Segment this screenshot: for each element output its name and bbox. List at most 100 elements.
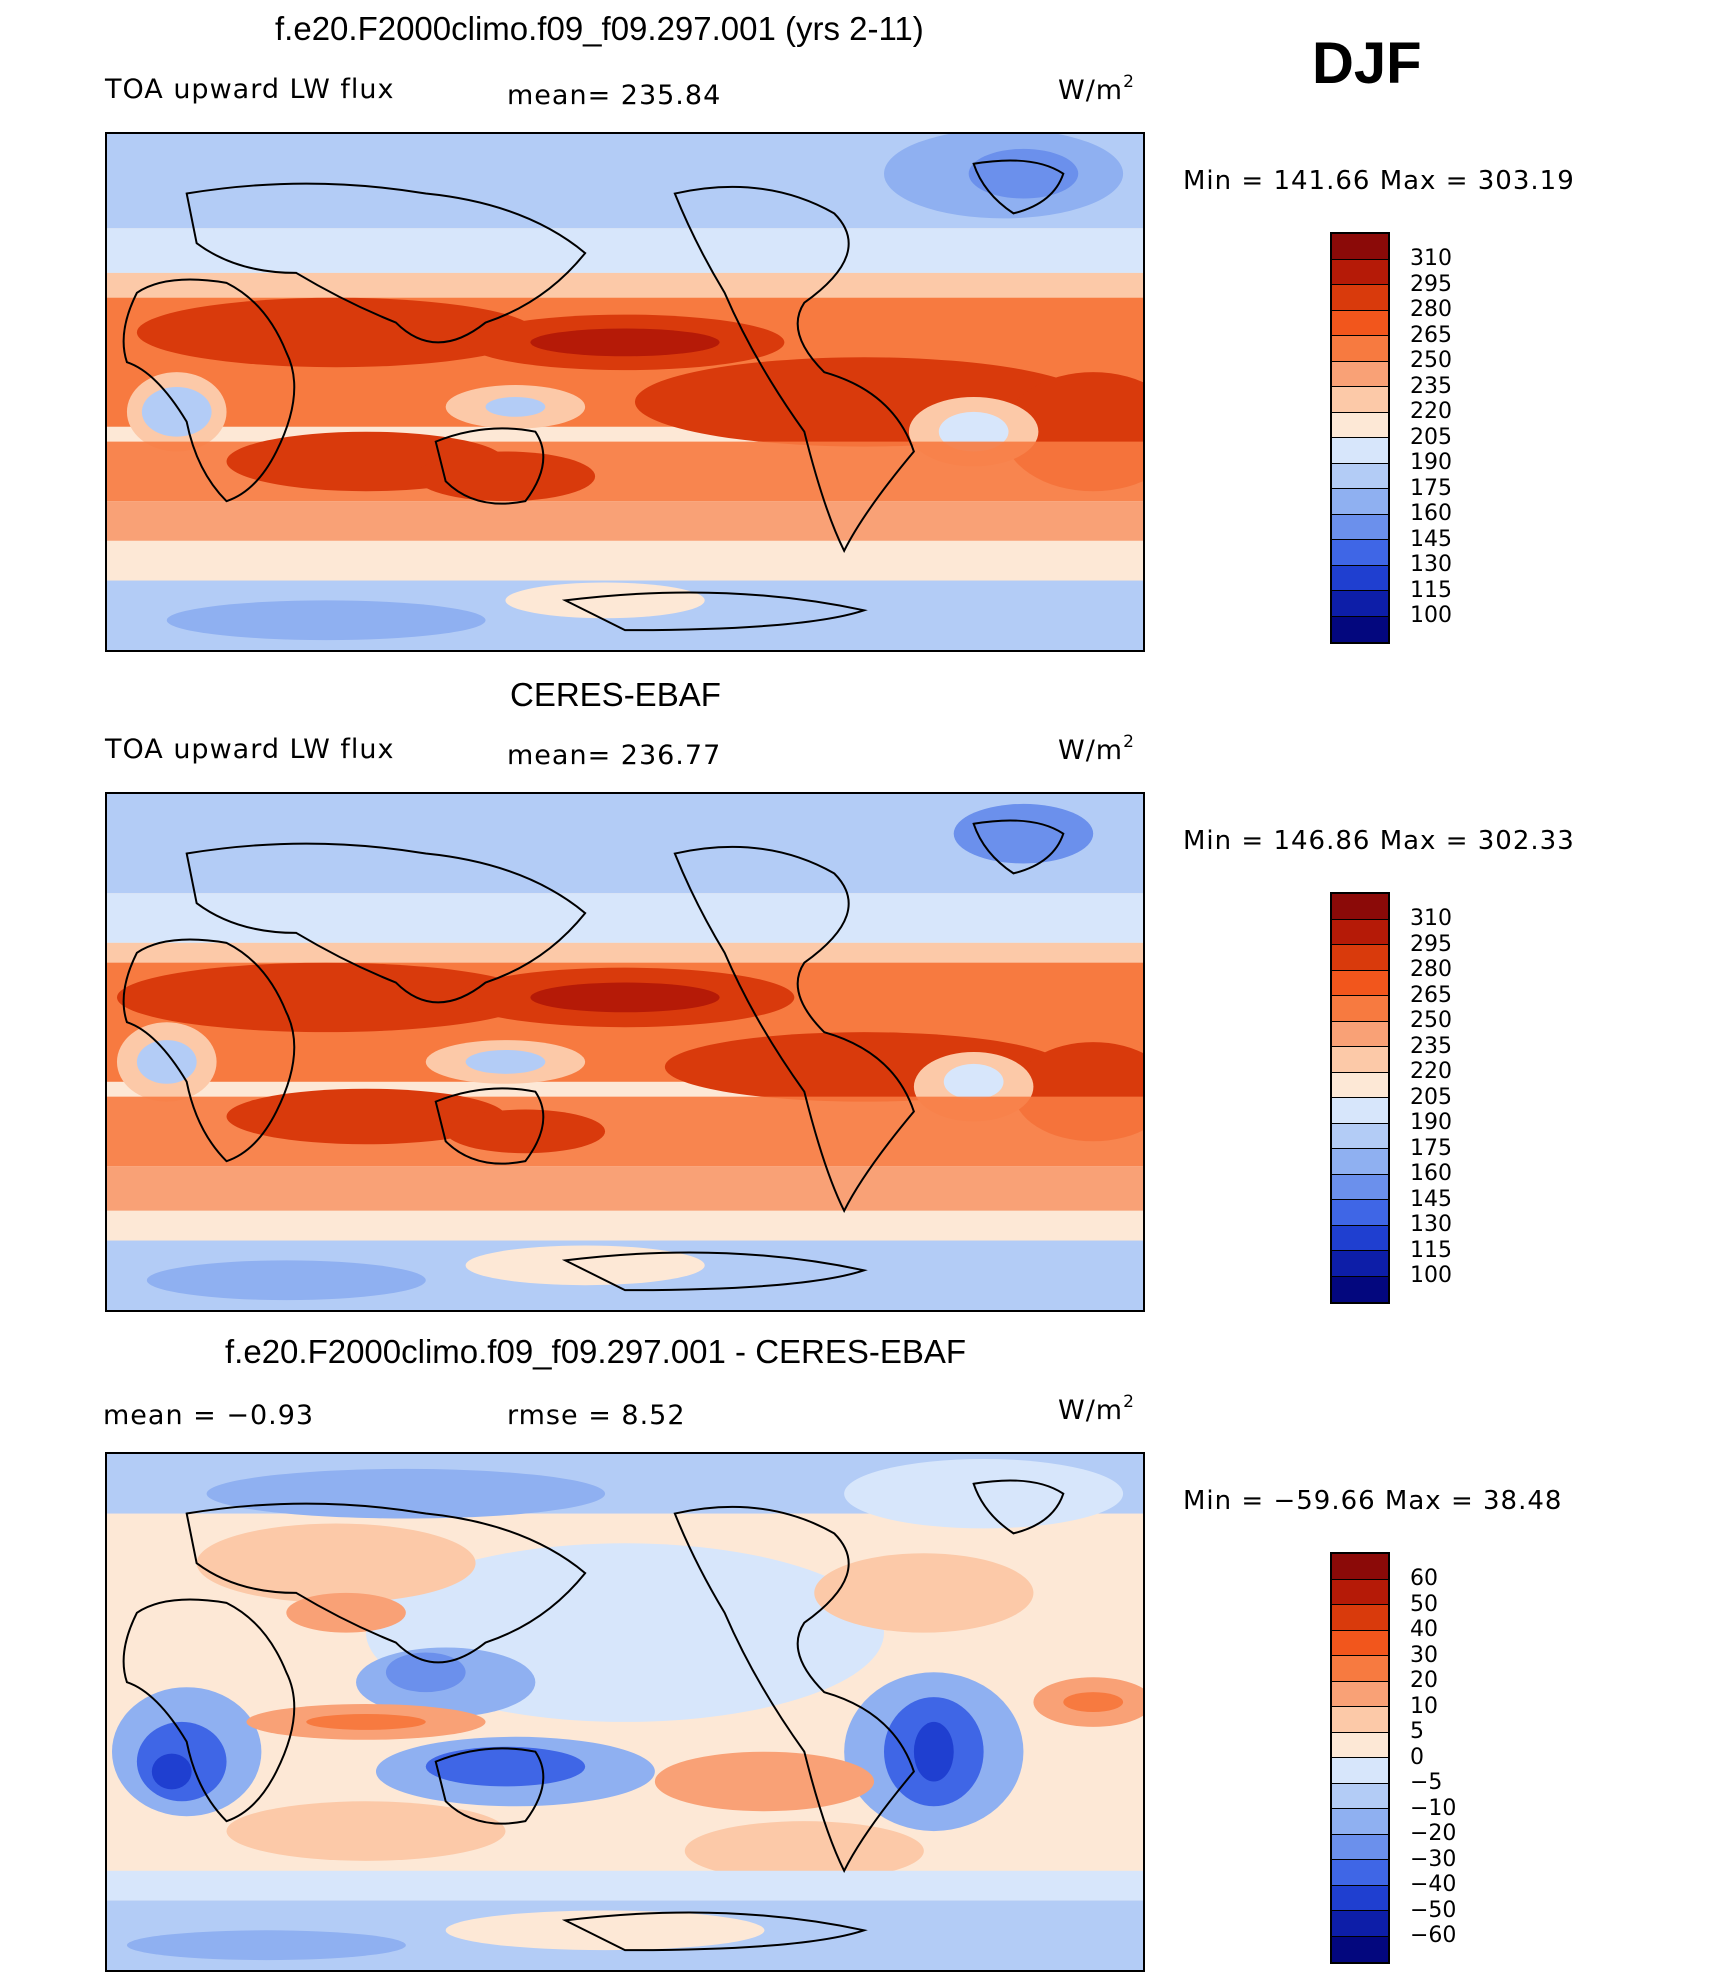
colorbar-swatch — [1332, 438, 1388, 464]
panel-1-mean-label: mean= 235.84 — [507, 80, 722, 111]
colorbar-tick: 175 — [1410, 1135, 1452, 1161]
colorbar-swatch — [1332, 1630, 1388, 1656]
colorbar-swatch — [1332, 540, 1388, 566]
colorbar-swatch — [1332, 1554, 1388, 1580]
colorbar-swatch — [1332, 310, 1388, 336]
colorbar-swatch — [1332, 387, 1388, 413]
panel-2-minmax: Min = 146.86 Max = 302.33 — [1183, 826, 1575, 856]
panel-2-map — [105, 792, 1145, 1312]
colorbar-swatch — [1332, 894, 1388, 920]
colorbar-tick: 100 — [1410, 603, 1452, 628]
colorbar-tick: 60 — [1410, 1566, 1438, 1591]
panel-2-mean-label: mean= 236.77 — [507, 740, 722, 771]
colorbar-tick: 130 — [1410, 552, 1452, 577]
panel-1-units: W/m2 — [1058, 72, 1135, 106]
panel-3-map-field — [107, 1454, 1143, 1970]
colorbar-tick: −30 — [1410, 1846, 1457, 1872]
colorbar-tick: 145 — [1410, 526, 1452, 552]
colorbar-swatch — [1332, 1579, 1388, 1605]
colorbar-tick: 190 — [1410, 1110, 1452, 1135]
colorbar-swatch — [1332, 1605, 1388, 1631]
colorbar-tick: 130 — [1410, 1212, 1452, 1237]
colorbar-tick: 205 — [1410, 424, 1452, 450]
colorbar-swatch — [1332, 489, 1388, 515]
colorbar-swatch — [1332, 1911, 1388, 1937]
colorbar-tick: 175 — [1410, 475, 1452, 501]
colorbar-swatch — [1332, 1936, 1388, 1962]
panel-1-title: f.e20.F2000climo.f09_f09.297.001 (yrs 2-… — [275, 10, 924, 47]
panel-1-map — [105, 132, 1145, 652]
panel-2-units: W/m2 — [1058, 732, 1135, 766]
panel-3-rmse-label: rmse = 8.52 — [507, 1400, 686, 1431]
colorbar-tick: 145 — [1410, 1186, 1452, 1212]
colorbar-swatch — [1332, 1123, 1388, 1149]
colorbar-swatch — [1332, 1149, 1388, 1175]
colorbar-swatch — [1332, 1047, 1388, 1073]
panel-1-variable-label: TOA upward LW flux — [105, 74, 395, 105]
colorbar-tick: 10 — [1410, 1693, 1438, 1719]
season-label: DJF — [1312, 31, 1422, 96]
colorbar-tick: 280 — [1410, 957, 1452, 982]
panel-3-mean-label: mean = −0.93 — [103, 1400, 315, 1431]
colorbar-swatch — [1332, 336, 1388, 362]
colorbar-swatch — [1332, 1707, 1388, 1733]
colorbar-tick: 40 — [1410, 1617, 1438, 1642]
colorbar-tick: 30 — [1410, 1642, 1438, 1668]
colorbar-tick: 265 — [1410, 982, 1452, 1008]
colorbar-tick: −40 — [1410, 1872, 1457, 1897]
panel-3-minmax: Min = −59.66 Max = 38.48 — [1183, 1486, 1563, 1516]
colorbar-tick: 115 — [1410, 577, 1452, 603]
panel-3-units: W/m2 — [1058, 1392, 1135, 1426]
colorbar-swatch — [1332, 259, 1388, 285]
colorbar-tick: 250 — [1410, 1008, 1452, 1033]
colorbar-tick: −20 — [1410, 1821, 1457, 1846]
panel-3-colorbar — [1330, 1552, 1390, 1964]
colorbar-tick: −10 — [1410, 1795, 1457, 1821]
panel-1-minmax: Min = 141.66 Max = 303.19 — [1183, 166, 1575, 196]
colorbar-tick: −50 — [1410, 1897, 1457, 1923]
colorbar-tick: 160 — [1410, 501, 1452, 526]
panel-3-map — [105, 1452, 1145, 1972]
colorbar-tick: 100 — [1410, 1263, 1452, 1288]
colorbar-swatch — [1332, 919, 1388, 945]
colorbar-swatch — [1332, 234, 1388, 260]
panel-1-colorbar — [1330, 232, 1390, 644]
colorbar-tick: 220 — [1410, 399, 1452, 424]
colorbar-swatch — [1332, 1732, 1388, 1758]
colorbar-swatch — [1332, 945, 1388, 971]
colorbar-swatch — [1332, 996, 1388, 1022]
colorbar-tick: 265 — [1410, 322, 1452, 348]
colorbar-swatch — [1332, 1098, 1388, 1124]
colorbar-tick: 295 — [1410, 271, 1452, 297]
panel-1-map-field — [107, 134, 1143, 650]
colorbar-swatch — [1332, 1021, 1388, 1047]
colorbar-swatch — [1332, 361, 1388, 387]
colorbar-tick: 5 — [1410, 1719, 1424, 1744]
colorbar-swatch — [1332, 970, 1388, 996]
panel-2-title: CERES-EBAF — [510, 676, 721, 713]
colorbar-swatch — [1332, 514, 1388, 540]
colorbar-swatch — [1332, 1758, 1388, 1784]
colorbar-swatch — [1332, 412, 1388, 438]
colorbar-swatch — [1332, 285, 1388, 311]
colorbar-tick: 235 — [1410, 1033, 1452, 1059]
colorbar-swatch — [1332, 1251, 1388, 1277]
colorbar-swatch — [1332, 1200, 1388, 1226]
colorbar-swatch — [1332, 1225, 1388, 1251]
colorbar-swatch — [1332, 1072, 1388, 1098]
colorbar-tick: 235 — [1410, 373, 1452, 399]
colorbar-tick: 190 — [1410, 450, 1452, 475]
panel-3-title: f.e20.F2000climo.f09_f09.297.001 - CERES… — [225, 1333, 967, 1370]
colorbar-swatch — [1332, 1834, 1388, 1860]
colorbar-tick: 280 — [1410, 297, 1452, 322]
colorbar-tick: 250 — [1410, 348, 1452, 373]
colorbar-swatch — [1332, 1276, 1388, 1302]
colorbar-swatch — [1332, 1783, 1388, 1809]
colorbar-tick: 205 — [1410, 1084, 1452, 1110]
colorbar-swatch — [1332, 1681, 1388, 1707]
colorbar-tick: 0 — [1410, 1744, 1424, 1770]
colorbar-tick: −60 — [1410, 1923, 1457, 1948]
colorbar-tick: 50 — [1410, 1591, 1438, 1617]
panel-2-colorbar — [1330, 892, 1390, 1304]
panel-2-map-field — [107, 794, 1143, 1310]
